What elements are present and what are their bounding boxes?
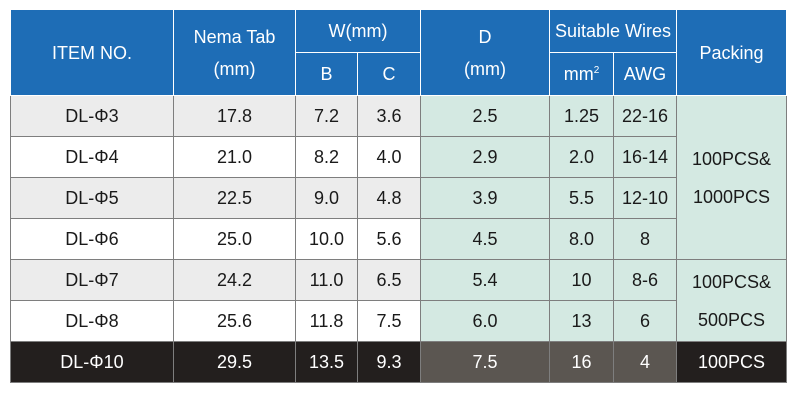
cell-awg: 8 [612,218,678,260]
cell-mm2: 8.0 [549,218,614,260]
table-row: DL-Φ5 22.5 9.0 4.8 3.9 5.5 12-10 [10,177,787,219]
cell-c: 7.5 [357,300,421,342]
cell-packing-group2: 100PCS& 500PCS [676,259,788,342]
cell-nema: 25.0 [173,218,296,260]
cell-nema: 25.6 [173,300,296,342]
header-nema-tab: Nema Tab (mm) [173,9,296,96]
cell-c: 5.6 [357,218,421,260]
cell-b: 11.0 [295,259,358,301]
cell-b: 10.0 [295,218,358,260]
cell-item: DL-Φ8 [10,300,174,342]
cell-c: 6.5 [357,259,421,301]
cell-b: 11.8 [295,300,358,342]
header-awg: AWG [612,52,678,96]
cell-c: 3.6 [357,95,421,137]
cell-nema: 17.8 [173,95,296,137]
cell-nema: 22.5 [173,177,296,219]
cell-item: DL-Φ10 [10,341,174,383]
cell-d: 7.5 [420,341,550,383]
cell-d: 2.9 [420,136,550,178]
cell-d: 5.4 [420,259,550,301]
table-header: ITEM NO. Nema Tab (mm) W(mm) D (mm) Suitab… [10,9,788,96]
cell-c: 9.3 [357,341,421,383]
cell-b: 7.2 [295,95,358,137]
header-suitable-wires: Suitable Wires [548,9,678,53]
cell-awg: 16-14 [612,136,678,178]
cell-awg: 22-16 [612,95,678,137]
spec-table: ITEM NO. Nema Tab (mm) W(mm) D (mm) Suitab… [10,9,788,383]
cell-d: 6.0 [420,300,550,342]
header-item-no: ITEM NO. [10,9,174,96]
cell-awg: 12-10 [612,177,678,219]
spec-table-container: ITEM NO. Nema Tab (mm) W(mm) D (mm) Suitab… [10,9,788,383]
header-c: C [357,52,421,96]
cell-c: 4.8 [357,177,421,219]
table-row: DL-Φ4 21.0 8.2 4.0 2.9 2.0 16-14 [10,136,787,178]
cell-packing-group3: 100PCS [676,341,788,383]
cell-c: 4.0 [357,136,421,178]
table-row: DL-Φ10 29.5 13.5 9.3 7.5 16 4 100PCS [10,341,788,383]
cell-item: DL-Φ3 [10,95,174,137]
header-b: B [295,52,358,96]
cell-d: 3.9 [420,177,550,219]
table-row: DL-Φ7 24.2 11.0 6.5 5.4 10 8-6 100PCS& 50… [10,259,788,342]
cell-item: DL-Φ5 [10,177,174,219]
cell-awg: 6 [612,300,678,342]
cell-awg: 8-6 [612,259,678,301]
cell-mm2: 13 [549,300,614,342]
cell-d: 2.5 [420,95,550,137]
header-mm2: mm2 [549,52,614,96]
table-body: DL-Φ3 17.8 7.2 3.6 2.5 1.25 22-16 100PCS… [10,95,788,383]
header-d: D (mm) [420,9,550,96]
cell-awg: 4 [612,341,678,383]
cell-mm2: 1.25 [549,95,614,137]
cell-item: DL-Φ4 [10,136,174,178]
cell-nema: 21.0 [173,136,296,178]
cell-mm2: 16 [549,341,614,383]
header-w: W(mm) [295,9,421,53]
header-packing: Packing [676,9,788,96]
cell-mm2: 10 [549,259,614,301]
cell-mm2: 5.5 [549,177,614,219]
cell-item: DL-Φ7 [10,259,174,301]
cell-b: 13.5 [295,341,358,383]
cell-b: 9.0 [295,177,358,219]
cell-item: DL-Φ6 [10,218,174,260]
table-row: DL-Φ3 17.8 7.2 3.6 2.5 1.25 22-16 100PCS… [10,95,788,260]
cell-b: 8.2 [295,136,358,178]
cell-nema: 29.5 [173,341,296,383]
cell-d: 4.5 [420,218,550,260]
table-row: DL-Φ8 25.6 11.8 7.5 6.0 13 6 [10,300,787,342]
cell-mm2: 2.0 [549,136,614,178]
cell-packing-group1: 100PCS& 1000PCS [676,95,788,260]
table-row: DL-Φ6 25.0 10.0 5.6 4.5 8.0 8 [10,218,787,260]
cell-nema: 24.2 [173,259,296,301]
